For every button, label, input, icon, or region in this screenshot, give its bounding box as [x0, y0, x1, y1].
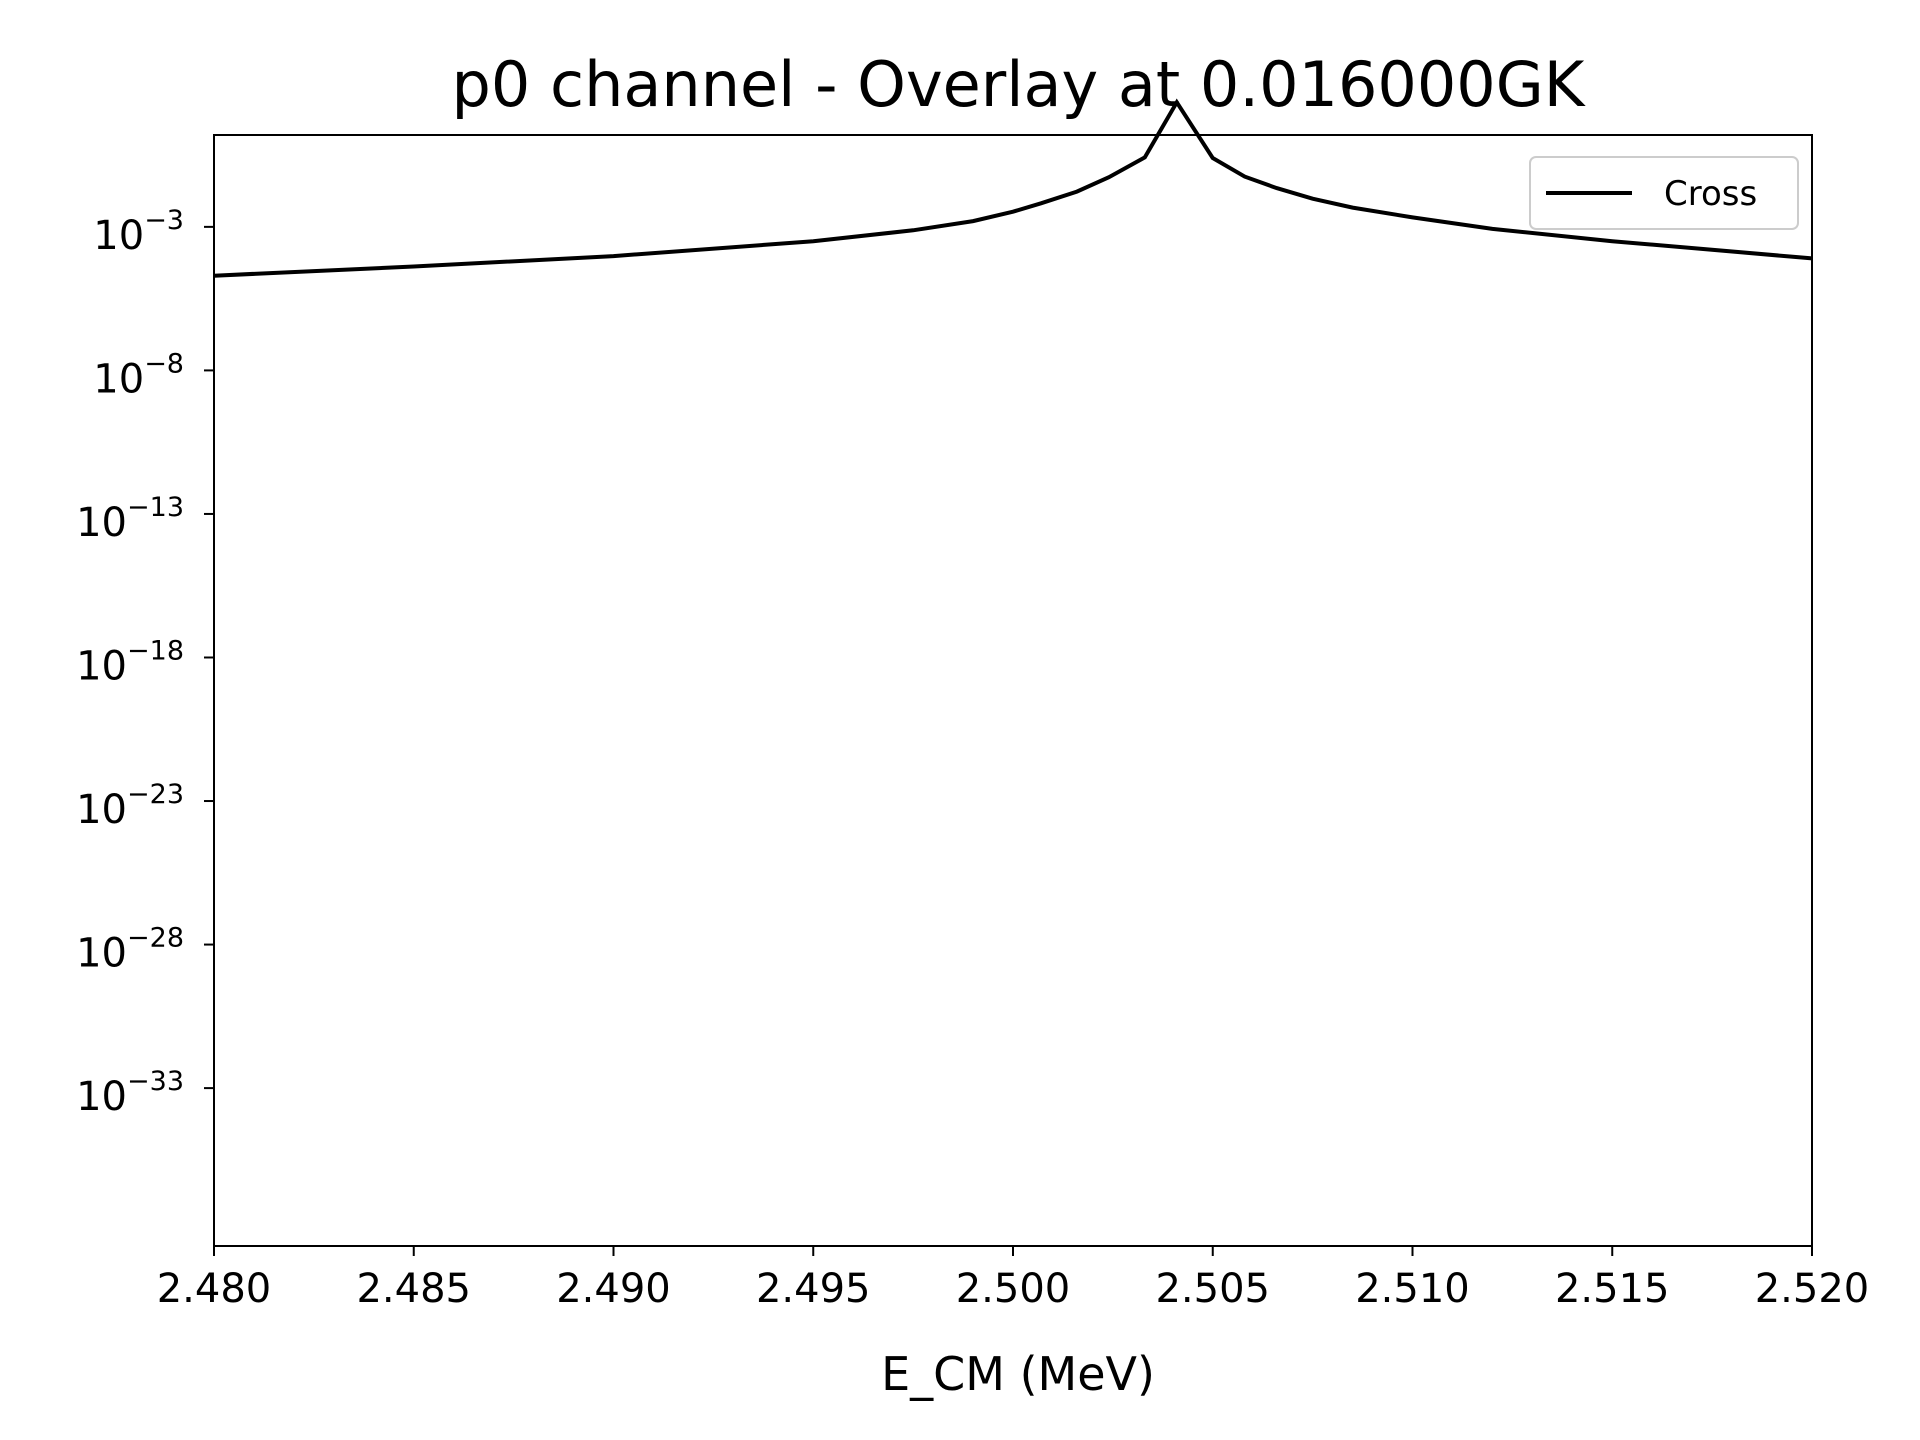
y-tick-exponent: −23 [127, 779, 184, 810]
legend: Cross [1529, 156, 1799, 230]
y-tick-label: 10−28 [76, 923, 184, 977]
y-tick-base: 10 [93, 356, 144, 402]
plot-area [213, 134, 1813, 1247]
y-tick-label: 10−13 [76, 492, 184, 546]
y-tick-base: 10 [76, 643, 127, 689]
x-tick-label: 2.520 [1755, 1266, 1870, 1312]
x-axis: 2.480 2.485 2.490 2.495 2.500 2.505 2.510 2.515… [157, 1246, 1870, 1312]
y-tick-base: 10 [76, 500, 127, 546]
series-line-cross [213, 98, 1813, 278]
chart-title: p0 channel - Overlay at 0.016000GK [452, 48, 1586, 121]
x-tick-label: 2.500 [956, 1266, 1071, 1312]
x-tick-label: 2.485 [356, 1266, 471, 1312]
x-tick-label: 2.505 [1155, 1266, 1270, 1312]
y-tick-label: 10−18 [76, 635, 184, 689]
y-tick-exponent: −18 [127, 635, 184, 666]
y-tick-base: 10 [76, 931, 127, 977]
x-tick-label: 2.490 [556, 1266, 671, 1312]
y-tick-label: 10−3 [93, 205, 184, 259]
x-tick-label: 2.480 [157, 1266, 272, 1312]
y-tick-exponent: −28 [127, 923, 184, 954]
x-axis-label: E_CM (MeV) [881, 1347, 1155, 1401]
y-tick-label: 10−23 [76, 779, 184, 833]
y-tick-base: 10 [76, 787, 127, 833]
plot-frame [213, 134, 1813, 1247]
legend-label: Cross [1664, 174, 1757, 214]
y-tick-base: 10 [93, 213, 144, 259]
x-tick-label: 2.510 [1355, 1266, 1470, 1312]
y-tick-base: 10 [76, 1074, 127, 1120]
y-tick-exponent: −13 [127, 492, 184, 523]
y-tick-exponent: −33 [127, 1066, 184, 1097]
x-tick-label: 2.495 [756, 1266, 871, 1312]
series-layer [213, 98, 1813, 278]
y-tick-label: 10−8 [93, 348, 184, 402]
y-tick-label: 10−33 [76, 1066, 184, 1120]
y-tick-exponent: −3 [144, 205, 184, 236]
y-tick-exponent: −8 [144, 348, 184, 379]
legend-box [1529, 156, 1799, 230]
x-tick-label: 2.515 [1555, 1266, 1670, 1312]
